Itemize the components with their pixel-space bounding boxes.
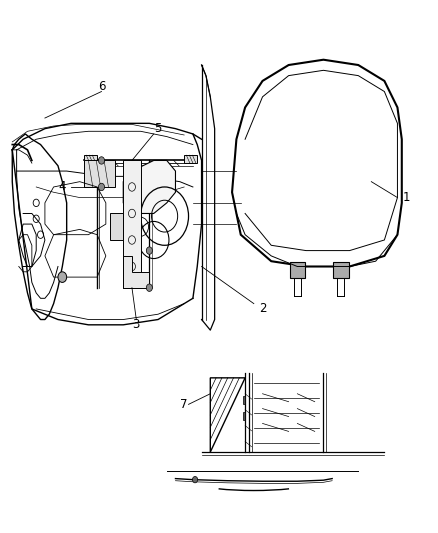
Text: 4: 4 xyxy=(59,181,66,193)
Text: 6: 6 xyxy=(98,80,105,93)
Polygon shape xyxy=(243,397,245,405)
Circle shape xyxy=(99,183,105,191)
Text: 3: 3 xyxy=(133,318,140,332)
Polygon shape xyxy=(123,256,149,288)
Polygon shape xyxy=(333,262,349,278)
Circle shape xyxy=(192,477,198,483)
Polygon shape xyxy=(123,160,176,214)
Circle shape xyxy=(146,284,152,292)
Circle shape xyxy=(99,157,105,164)
Polygon shape xyxy=(243,413,245,420)
Polygon shape xyxy=(110,214,123,240)
Polygon shape xyxy=(84,155,97,163)
Polygon shape xyxy=(123,160,141,288)
Text: 5: 5 xyxy=(154,122,162,135)
Polygon shape xyxy=(84,160,115,187)
Polygon shape xyxy=(184,155,197,163)
Text: 2: 2 xyxy=(259,302,266,316)
Circle shape xyxy=(146,247,152,254)
Text: 7: 7 xyxy=(180,398,188,411)
Circle shape xyxy=(58,272,67,282)
Polygon shape xyxy=(290,262,305,278)
Text: 1: 1 xyxy=(403,191,410,204)
